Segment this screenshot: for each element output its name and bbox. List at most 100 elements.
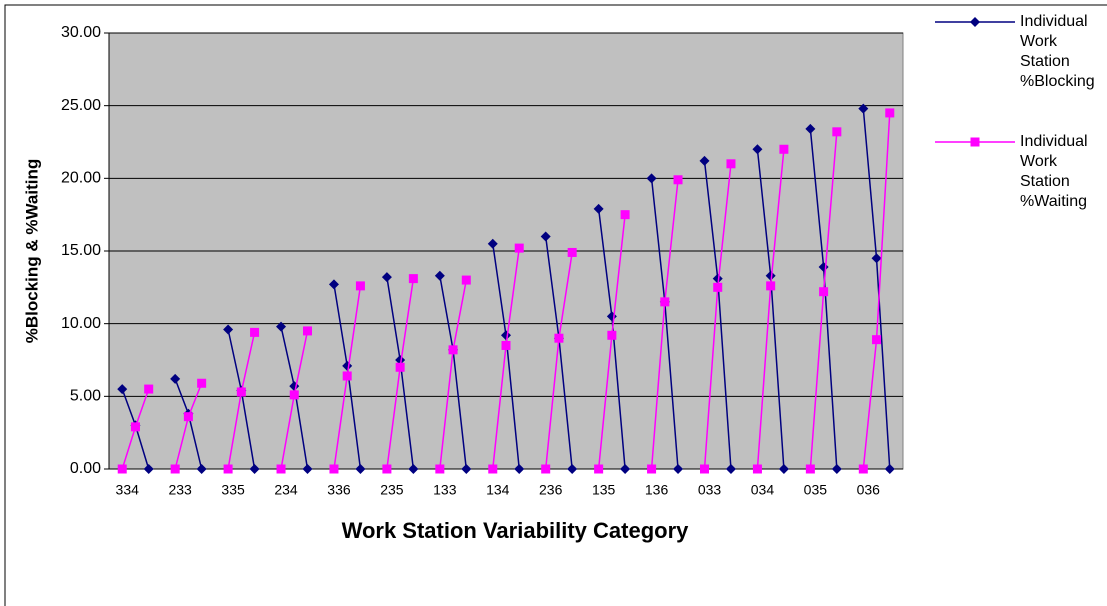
point <box>765 270 776 281</box>
x-tick-label: 235 <box>380 482 404 498</box>
point <box>752 144 763 155</box>
point <box>766 281 776 291</box>
point <box>514 243 524 253</box>
point <box>593 203 604 214</box>
point <box>646 173 657 184</box>
point <box>501 340 511 350</box>
point <box>249 464 260 474</box>
point <box>805 464 815 474</box>
x-tick-label: 233 <box>168 482 192 498</box>
y-tick-label: 5.00 <box>70 388 101 405</box>
point <box>183 412 193 422</box>
point <box>567 247 577 257</box>
point <box>554 333 564 343</box>
x-tick-label: 236 <box>539 482 563 498</box>
y-tick-label: 30.00 <box>61 24 101 41</box>
point <box>355 464 366 474</box>
point <box>196 464 207 474</box>
point <box>805 123 816 134</box>
point <box>408 464 419 474</box>
point <box>276 321 287 332</box>
point <box>594 464 604 474</box>
point <box>223 464 233 474</box>
x-tick-label: 135 <box>592 482 616 498</box>
point <box>779 144 789 154</box>
point <box>302 464 313 474</box>
point <box>236 387 246 397</box>
point <box>461 275 471 285</box>
point <box>355 281 365 291</box>
y-tick-label: 15.00 <box>61 242 101 259</box>
point <box>117 384 128 395</box>
point <box>871 253 882 264</box>
point <box>699 155 710 166</box>
x-tick-label: 234 <box>274 482 298 498</box>
point <box>620 210 630 220</box>
point <box>197 378 207 388</box>
point <box>832 127 842 137</box>
point <box>858 103 869 114</box>
point <box>501 330 511 341</box>
x-tick-label: 334 <box>116 482 140 498</box>
point <box>660 297 670 307</box>
x-axis-label: Work Station Variability Category <box>342 518 690 543</box>
point <box>461 464 472 474</box>
y-tick-label: 10.00 <box>61 315 101 332</box>
point <box>725 464 736 474</box>
point <box>328 279 339 290</box>
legend-label: Individual Work Station %Waiting <box>1020 133 1088 210</box>
y-tick-label: 20.00 <box>61 170 101 187</box>
point <box>130 422 140 432</box>
point <box>223 324 234 335</box>
point <box>144 384 154 394</box>
x-tick-label: 033 <box>698 482 722 498</box>
point <box>381 272 392 283</box>
x-tick-label: 035 <box>804 482 828 498</box>
x-tick-label: 036 <box>857 482 881 498</box>
point <box>408 274 418 284</box>
point <box>289 390 299 400</box>
point <box>885 108 895 118</box>
x-tick-label: 133 <box>433 482 457 498</box>
point <box>726 159 736 169</box>
point <box>434 270 445 281</box>
point <box>607 330 617 340</box>
x-tick-label: 134 <box>486 482 510 498</box>
point <box>170 464 180 474</box>
point <box>819 287 829 297</box>
point <box>778 464 789 474</box>
point <box>673 464 684 474</box>
point <box>435 464 445 474</box>
point <box>970 137 980 147</box>
point <box>170 373 181 384</box>
point <box>858 464 868 474</box>
point <box>143 464 154 474</box>
y-tick-label: 25.00 <box>61 97 101 114</box>
x-tick-label: 136 <box>645 482 669 498</box>
point <box>514 464 525 474</box>
point <box>303 326 312 336</box>
point <box>620 464 631 474</box>
point <box>487 238 498 249</box>
x-tick-label: 034 <box>751 482 775 498</box>
point <box>884 464 895 474</box>
y-axis-label: %Blocking & %Waiting <box>22 159 41 344</box>
x-tick-label: 336 <box>327 482 351 498</box>
point <box>382 464 392 474</box>
point <box>872 335 882 345</box>
point <box>329 464 339 474</box>
point <box>673 175 683 185</box>
x-tick-label: 335 <box>221 482 245 498</box>
point <box>448 345 458 355</box>
point <box>540 231 551 242</box>
point <box>395 362 405 372</box>
point <box>395 355 406 365</box>
point <box>117 464 127 474</box>
point <box>567 464 578 474</box>
point <box>647 464 657 474</box>
point <box>342 371 352 381</box>
point <box>276 464 286 474</box>
point <box>488 464 498 474</box>
